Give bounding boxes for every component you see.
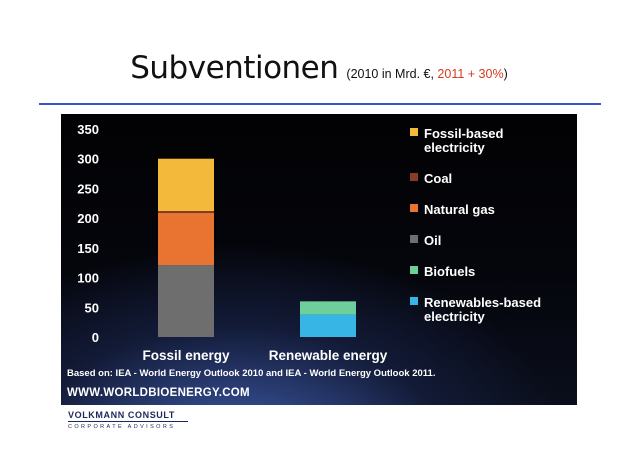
bar-biofuels xyxy=(300,301,356,315)
bar-coal xyxy=(158,211,214,213)
legend-label: Oil xyxy=(424,233,441,248)
legend-label: electricity xyxy=(424,309,485,324)
chart-svg: 0 50 100 150 200 250 300 350 Fossil energy Renew… xyxy=(67,122,541,399)
slide-title: Subventionen (2010 in Mrd. €, 2011 + 30%) xyxy=(0,50,638,86)
y-tick-label: 150 xyxy=(77,241,99,256)
subtitle-prefix: (2010 in Mrd. €, xyxy=(346,67,438,81)
legend-swatch xyxy=(410,204,418,212)
legend-swatch xyxy=(410,266,418,274)
x-category-label: Renewable energy xyxy=(269,348,388,363)
y-tick-label: 350 xyxy=(77,122,99,137)
legend-swatch xyxy=(410,173,418,181)
source-url: WWW.WORLDBIOENERGY.COM xyxy=(67,387,250,399)
bar-natural-gas xyxy=(158,212,214,266)
y-tick-label: 0 xyxy=(92,330,99,345)
title-main: Subventionen xyxy=(130,50,339,86)
bars xyxy=(158,158,356,337)
legend-label: Natural gas xyxy=(424,202,495,217)
y-axis-ticks: 0 50 100 150 200 250 300 350 xyxy=(77,122,99,345)
logo-bottom-text: CORPORATE ADVISORS xyxy=(68,424,176,430)
y-tick-label: 200 xyxy=(77,211,99,226)
legend-swatch xyxy=(410,128,418,136)
bar-oil xyxy=(158,265,214,337)
title-subtitle: (2010 in Mrd. €, 2011 + 30%) xyxy=(346,67,507,81)
y-tick-label: 100 xyxy=(77,271,99,286)
x-category-label: Fossil energy xyxy=(142,348,230,363)
subtitle-highlight: 2011 + 30% xyxy=(437,67,504,81)
legend-label: Coal xyxy=(424,171,452,186)
company-logo: VOLKMANN CONSULT CORPORATE ADVISORS xyxy=(68,410,188,430)
y-tick-label: 250 xyxy=(77,181,99,196)
source-note: Based on: IEA - World Energy Outlook 201… xyxy=(67,368,435,379)
y-tick-label: 300 xyxy=(77,152,99,167)
title-divider xyxy=(39,103,601,105)
legend-label: Fossil-based xyxy=(424,126,504,141)
legend-label: Renewables-based xyxy=(424,295,541,310)
legend-swatch xyxy=(410,235,418,243)
legend-swatch xyxy=(410,297,418,305)
bar-fossil-based-electricity xyxy=(158,158,214,212)
logo-top-text: VOLKMANN CONSULT xyxy=(68,410,188,422)
subtitle-suffix: ) xyxy=(503,67,508,81)
x-axis-categories: Fossil energy Renewable energy xyxy=(142,348,387,363)
y-tick-label: 50 xyxy=(85,300,99,315)
legend-label: electricity xyxy=(424,140,485,155)
legend-label: Biofuels xyxy=(424,264,475,279)
chart-panel: 0 50 100 150 200 250 300 350 Fossil energy Renew… xyxy=(61,114,577,405)
bar-renewables-based-electricity xyxy=(300,314,356,337)
